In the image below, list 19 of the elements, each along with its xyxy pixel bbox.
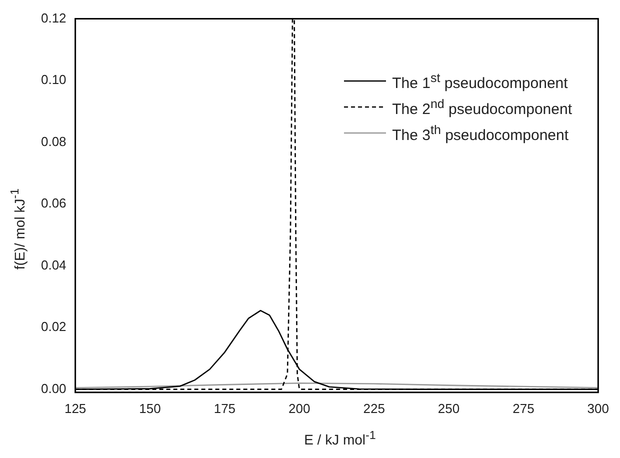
legend-label: The 2$^{nd}$ pseudocomponent (392, 96, 572, 118)
y-tick-label: 0.12 (40, 10, 66, 26)
x-tick-label: 225 (363, 400, 385, 416)
x-tick-label: 250 (438, 400, 460, 416)
legend-label: The 3$^{th}$ pseudocomponent (392, 122, 569, 144)
x-tick-label: 125 (64, 400, 86, 416)
legend-label: The 1$^{st}$ pseudocomponent (392, 70, 568, 92)
x-tick-label: 200 (288, 400, 310, 416)
x-tick-label: 300 (587, 400, 610, 416)
y-tick-label: 0.02 (40, 319, 66, 334)
y-tick-label: 0.04 (40, 257, 66, 272)
x-tick-label: 275 (512, 400, 534, 416)
x-tick-label: 175 (214, 400, 236, 416)
y-tick-label: 0.00 (40, 380, 66, 396)
y-tick-label: 0.10 (40, 72, 66, 88)
x-tick-label: 150 (139, 400, 161, 416)
y-tick-label: 0.08 (40, 134, 66, 149)
y-tick-label: 0.06 (40, 196, 66, 211)
x-axis-title: E / kJ mol$^{-1}$ (303, 429, 377, 448)
